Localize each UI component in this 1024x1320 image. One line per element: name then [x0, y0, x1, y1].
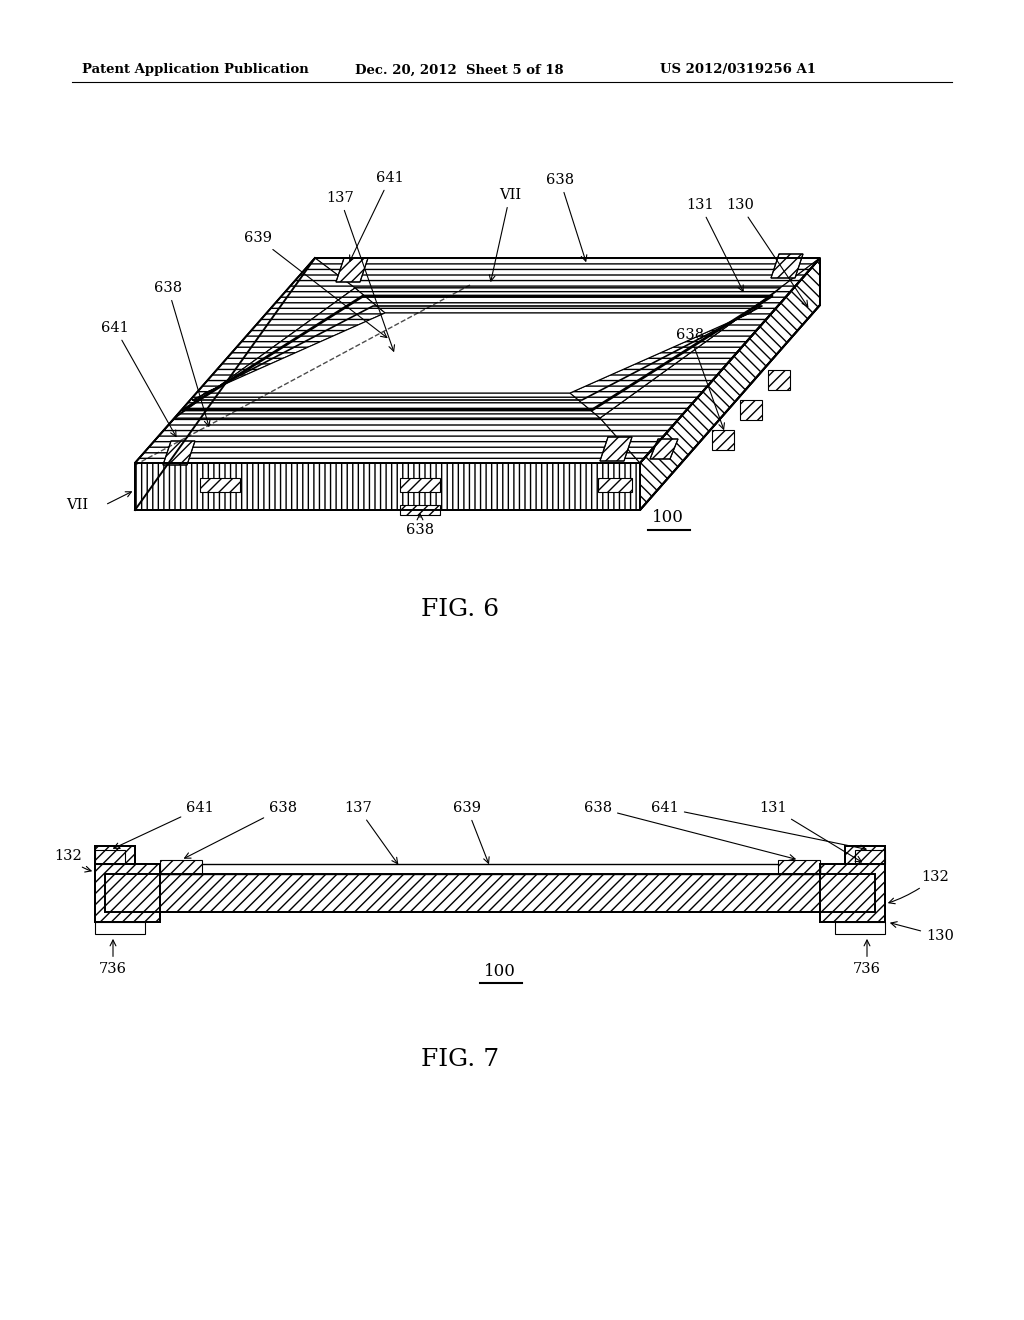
Polygon shape — [200, 478, 240, 492]
Text: 638: 638 — [154, 281, 210, 426]
Polygon shape — [570, 288, 780, 418]
Polygon shape — [135, 418, 640, 463]
Text: 736: 736 — [853, 940, 881, 975]
Polygon shape — [835, 921, 885, 935]
Text: 638: 638 — [584, 801, 795, 861]
Polygon shape — [175, 288, 385, 418]
Polygon shape — [175, 288, 780, 418]
Polygon shape — [820, 865, 885, 921]
Polygon shape — [105, 874, 874, 912]
Polygon shape — [160, 865, 820, 874]
Text: 638: 638 — [406, 513, 434, 537]
Text: 100: 100 — [484, 964, 516, 981]
Polygon shape — [778, 861, 820, 874]
Polygon shape — [598, 478, 632, 492]
Polygon shape — [205, 313, 750, 393]
Text: 132: 132 — [889, 870, 949, 904]
Polygon shape — [768, 370, 790, 389]
Polygon shape — [336, 257, 368, 282]
Polygon shape — [95, 865, 160, 921]
Polygon shape — [160, 861, 202, 874]
Polygon shape — [355, 288, 780, 313]
Text: 132: 132 — [54, 849, 91, 873]
Text: 100: 100 — [652, 510, 684, 527]
Polygon shape — [95, 846, 135, 865]
Polygon shape — [845, 846, 885, 865]
Text: 639: 639 — [244, 231, 387, 338]
Text: 641: 641 — [349, 172, 403, 261]
Polygon shape — [175, 393, 600, 418]
Text: 639: 639 — [453, 801, 489, 863]
Text: 638: 638 — [676, 327, 724, 429]
Text: 131: 131 — [759, 801, 861, 862]
Polygon shape — [640, 257, 820, 510]
Polygon shape — [400, 478, 440, 492]
Polygon shape — [400, 506, 440, 515]
Text: 641: 641 — [114, 801, 214, 849]
Text: 638: 638 — [546, 173, 587, 261]
Text: 130: 130 — [726, 198, 808, 306]
Polygon shape — [315, 257, 820, 288]
Polygon shape — [771, 253, 803, 279]
Polygon shape — [163, 441, 195, 465]
Text: FIG. 6: FIG. 6 — [421, 598, 499, 622]
Polygon shape — [600, 257, 820, 463]
Text: Patent Application Publication: Patent Application Publication — [82, 63, 309, 77]
Polygon shape — [95, 921, 145, 935]
Polygon shape — [205, 313, 750, 393]
Text: FIG. 7: FIG. 7 — [421, 1048, 499, 1072]
Polygon shape — [600, 437, 632, 461]
Text: 736: 736 — [99, 940, 127, 975]
Text: 641: 641 — [101, 321, 176, 437]
Text: 137: 137 — [344, 801, 397, 863]
Polygon shape — [135, 257, 355, 463]
Text: VII: VII — [66, 498, 88, 512]
Polygon shape — [650, 440, 678, 459]
Polygon shape — [740, 400, 762, 420]
Text: US 2012/0319256 A1: US 2012/0319256 A1 — [660, 63, 816, 77]
Polygon shape — [135, 257, 820, 463]
Text: Dec. 20, 2012  Sheet 5 of 18: Dec. 20, 2012 Sheet 5 of 18 — [355, 63, 563, 77]
Polygon shape — [712, 430, 734, 450]
Text: 137: 137 — [326, 191, 394, 351]
Polygon shape — [855, 850, 885, 865]
Polygon shape — [135, 463, 640, 510]
Text: 638: 638 — [184, 801, 297, 858]
Text: 641: 641 — [651, 801, 866, 851]
Text: 130: 130 — [891, 921, 954, 942]
Polygon shape — [95, 850, 125, 865]
Text: 131: 131 — [686, 198, 743, 292]
Text: VII: VII — [489, 187, 521, 281]
